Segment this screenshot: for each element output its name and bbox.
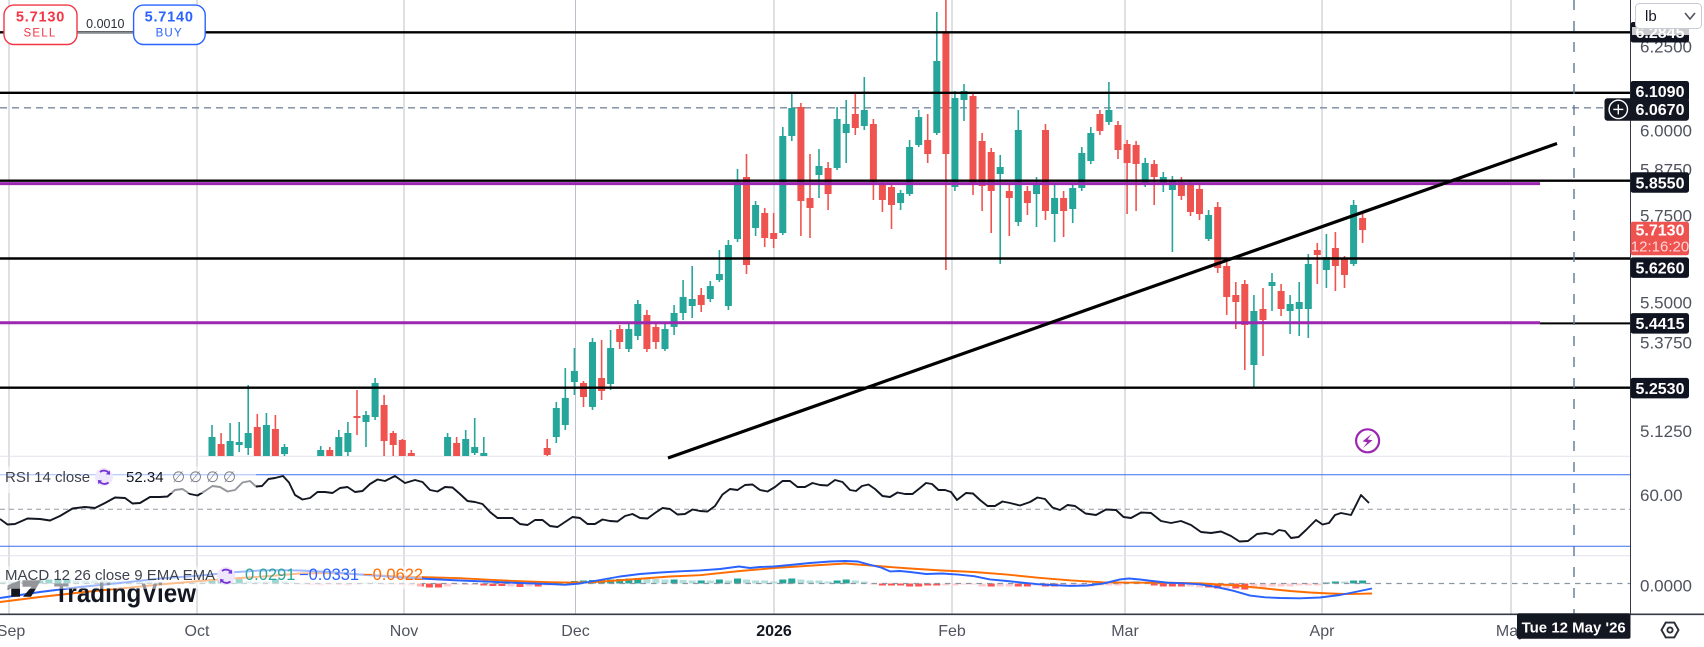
svg-text:Sep: Sep [0, 623, 25, 640]
svg-text:lb: lb [1645, 8, 1657, 25]
svg-text:2026: 2026 [756, 623, 792, 640]
svg-text:12:16:20: 12:16:20 [1631, 239, 1689, 256]
svg-text:5.2530: 5.2530 [1636, 381, 1685, 398]
svg-text:5.7130: 5.7130 [1636, 223, 1685, 240]
svg-text:SELL: SELL [24, 27, 57, 39]
svg-text:Dec: Dec [561, 623, 589, 640]
svg-text:60.00: 60.00 [1640, 486, 1683, 505]
svg-text:−0.0622: −0.0622 [363, 566, 423, 584]
svg-text:6.0670: 6.0670 [1636, 102, 1685, 119]
svg-text:MACD 12 26 close 9 EMA EMA: MACD 12 26 close 9 EMA EMA [5, 567, 215, 584]
svg-text:5.6260: 5.6260 [1636, 261, 1685, 278]
svg-text:∅: ∅ [189, 469, 202, 486]
svg-text:0.0000: 0.0000 [1640, 577, 1692, 596]
svg-text:Apr: Apr [1310, 623, 1336, 640]
svg-text:0.0010: 0.0010 [86, 17, 124, 31]
svg-text:5.1250: 5.1250 [1640, 422, 1692, 441]
svg-text:Feb: Feb [938, 623, 966, 640]
svg-text:52.34: 52.34 [126, 469, 164, 486]
svg-text:RSI 14 close: RSI 14 close [5, 469, 90, 486]
svg-text:∅: ∅ [206, 469, 219, 486]
svg-text:5.3750: 5.3750 [1640, 334, 1692, 353]
svg-text:Tue 12 May '26: Tue 12 May '26 [1522, 620, 1626, 637]
svg-text:Mar: Mar [1111, 623, 1139, 640]
svg-text:5.5000: 5.5000 [1640, 294, 1692, 313]
svg-text:6.1090: 6.1090 [1636, 84, 1685, 101]
svg-text:Oct: Oct [185, 623, 210, 640]
svg-text:6.0000: 6.0000 [1640, 122, 1692, 141]
svg-text:5.7130: 5.7130 [16, 9, 65, 25]
svg-text:Nov: Nov [390, 623, 418, 640]
svg-text:−0.0331: −0.0331 [299, 566, 359, 584]
svg-text:0.0291: 0.0291 [245, 566, 295, 584]
svg-text:∅: ∅ [223, 469, 236, 486]
svg-text:BUY: BUY [156, 27, 183, 39]
svg-text:∅: ∅ [172, 469, 185, 486]
svg-text:5.8550: 5.8550 [1636, 175, 1685, 192]
svg-text:5.7500: 5.7500 [1640, 207, 1692, 226]
svg-text:5.7140: 5.7140 [145, 9, 194, 25]
svg-text:5.4415: 5.4415 [1636, 316, 1685, 333]
